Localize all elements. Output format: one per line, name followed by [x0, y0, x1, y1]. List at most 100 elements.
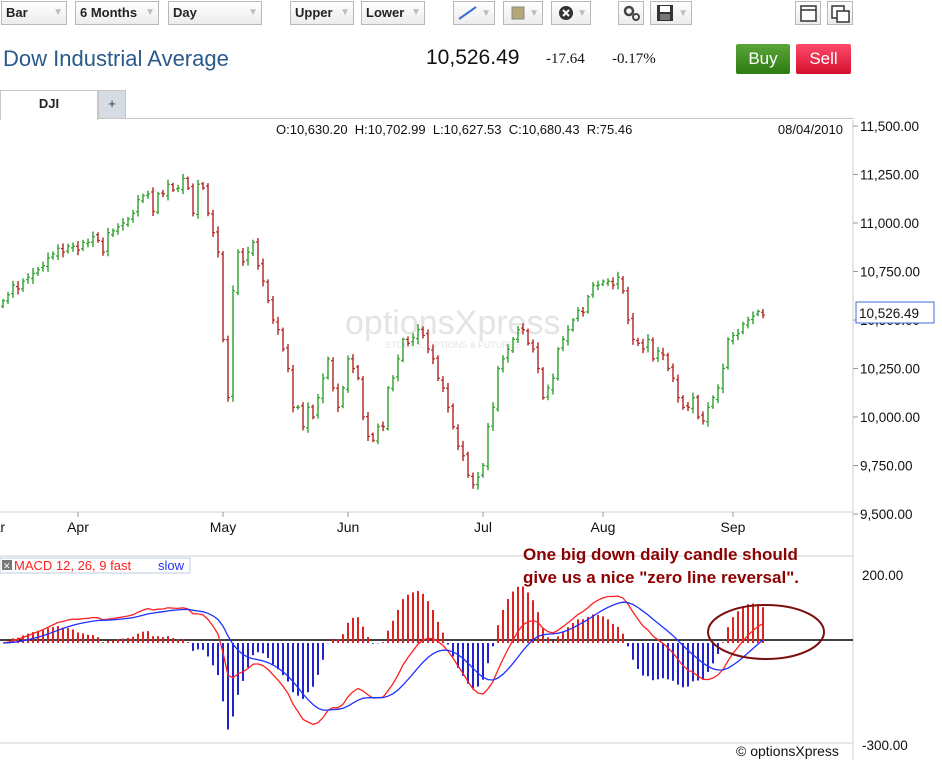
lower-study-dropdown[interactable]: Lower ▼: [361, 1, 425, 25]
ohlc-bar: [211, 209, 215, 237]
ohlc-bar: [596, 280, 600, 291]
ohlc-bar: [66, 243, 70, 254]
ohlc-bar: [111, 228, 115, 237]
last-price-axis-label: 10,526.49: [859, 306, 919, 321]
remove-study-button[interactable]: [2, 560, 12, 570]
ohlc-bar: [636, 337, 640, 347]
ohlc-bar: [656, 347, 660, 363]
ohlc-bar: [46, 252, 50, 272]
range-dropdown[interactable]: 6 Months ▼: [75, 1, 159, 25]
ohlc-bar: [506, 344, 510, 363]
chevron-down-icon: ▼: [678, 8, 688, 19]
ohlc-bar: [546, 384, 550, 401]
annotation-line-2: give us a nice "zero line reversal".: [523, 568, 799, 587]
interval-dropdown[interactable]: Day ▼: [168, 1, 262, 25]
macd-label: MACD 12, 26, 9 fast: [14, 558, 131, 573]
ohlc-bar: [726, 337, 730, 370]
ohlc-bar: [441, 376, 445, 392]
annotation-line-1: One big down daily candle should: [523, 545, 798, 564]
readout-date: 08/04/2010: [778, 122, 843, 137]
ohlc-bar: [86, 238, 90, 248]
ohlc-bar: [356, 364, 360, 381]
ohlc-bar: [736, 328, 740, 341]
ohlc-bar: [226, 335, 230, 402]
ohlc-bar: [6, 291, 10, 304]
price-ytick-label: 10,750.00: [860, 265, 920, 280]
price-ytick-label: 11,500.00: [860, 119, 919, 134]
ohlc-bar: [351, 354, 355, 374]
ohlc-bar: [396, 354, 400, 382]
popout-button[interactable]: [827, 1, 853, 25]
quote-header: Dow Industrial Average 10,526.49 -17.64 …: [0, 40, 942, 80]
upper-study-dropdown[interactable]: Upper ▼: [290, 1, 354, 25]
ohlc-bar: [246, 246, 250, 266]
ohlc-bar: [411, 333, 415, 346]
ohlc-bar: [321, 373, 325, 404]
ohlc-bar: [346, 355, 350, 393]
xtick-label: Jun: [337, 519, 360, 535]
buy-button[interactable]: Buy: [736, 44, 790, 74]
xtick-label: Apr: [67, 519, 89, 535]
ohlc-bar: [701, 411, 705, 425]
ohlc-bar: [271, 295, 275, 324]
ohlc-bar: [646, 334, 650, 353]
ohlc-bar: [631, 313, 635, 345]
ohlc-bar: [571, 318, 575, 332]
range-label: 6 Months: [80, 5, 138, 20]
sell-button[interactable]: Sell: [796, 44, 851, 74]
ohlc-bar: [21, 278, 25, 292]
ohlc-bar: [536, 342, 540, 374]
ohlc-bar: [626, 286, 630, 325]
ohlc-bar: [621, 275, 625, 294]
ohlc-bar: [746, 316, 750, 329]
chart-type-dropdown[interactable]: Bar ▼: [1, 1, 67, 25]
ohlc-bar: [721, 363, 725, 394]
ohlc-bar: [16, 281, 20, 295]
ohlc-bar: [201, 182, 205, 190]
annotation-circle: [707, 604, 825, 660]
ohlc-bar: [591, 281, 595, 298]
ohlc-bar: [336, 383, 340, 413]
interval-label: Day: [173, 5, 197, 20]
ohlc-bar: [381, 421, 385, 432]
ohlc-bar: [96, 232, 100, 243]
ohlc-bar: [196, 179, 200, 219]
tab-dji[interactable]: DJI: [0, 90, 98, 120]
ohlc-bar: [641, 338, 645, 354]
settings-button[interactable]: [618, 1, 644, 25]
price-ytick-label: 10,250.00: [860, 362, 920, 377]
close-icon: [559, 6, 573, 20]
xtick-label: Mar: [0, 519, 5, 535]
ohlc-bar: [51, 251, 55, 260]
ohlc-bar: [681, 395, 685, 410]
chevron-down-icon: ▼: [340, 7, 350, 18]
ohlc-bar: [231, 285, 235, 402]
xtick-label: Aug: [591, 519, 616, 535]
ohlc-bar: [286, 344, 290, 373]
ohlc-bar: [261, 258, 265, 287]
chevron-down-icon: ▼: [529, 8, 539, 19]
save-button[interactable]: ▼: [650, 1, 692, 25]
ohlc-bar: [136, 194, 140, 217]
upper-label: Upper: [295, 5, 333, 20]
clear-drawings-button[interactable]: ▼: [551, 1, 591, 25]
ohlc-bar: [36, 266, 40, 276]
ohlc-bar: [1, 298, 5, 309]
ohlc-bar: [361, 376, 365, 421]
ohlc-bar: [341, 385, 345, 409]
color-swatch-icon: [511, 6, 525, 20]
ohlc-bar: [31, 268, 35, 284]
ohlc-bar: [166, 179, 170, 201]
ohlc-bar: [426, 329, 430, 354]
draw-line-button[interactable]: ▼: [453, 1, 495, 25]
popout-icon: [831, 5, 850, 23]
fill-color-button[interactable]: ▼: [503, 1, 543, 25]
signal-series-line: [2, 601, 764, 711]
ohlc-bar: [241, 248, 245, 266]
ohlc-bar: [26, 273, 30, 284]
ohlc-bar: [366, 412, 370, 441]
new-window-button[interactable]: [795, 1, 821, 25]
add-tab-button[interactable]: +: [98, 90, 126, 119]
ohlc-bar: [11, 280, 15, 298]
